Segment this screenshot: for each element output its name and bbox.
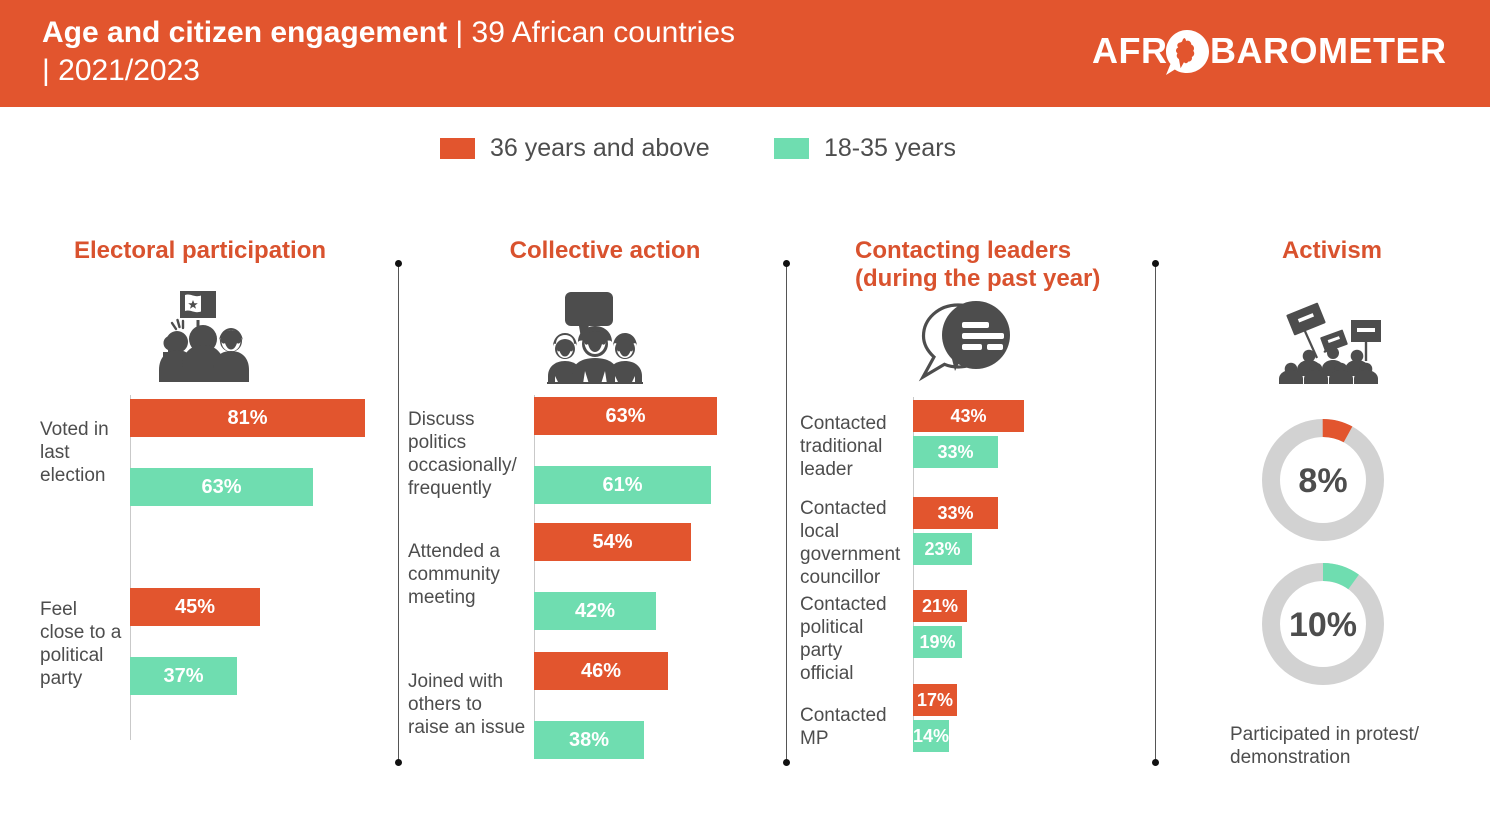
svg-text:10%: 10% [1289,606,1357,644]
svg-text:AFR: AFR [1092,30,1168,71]
svg-text:8%: 8% [1298,462,1347,500]
svg-text:BAROMETER: BAROMETER [1210,30,1447,71]
